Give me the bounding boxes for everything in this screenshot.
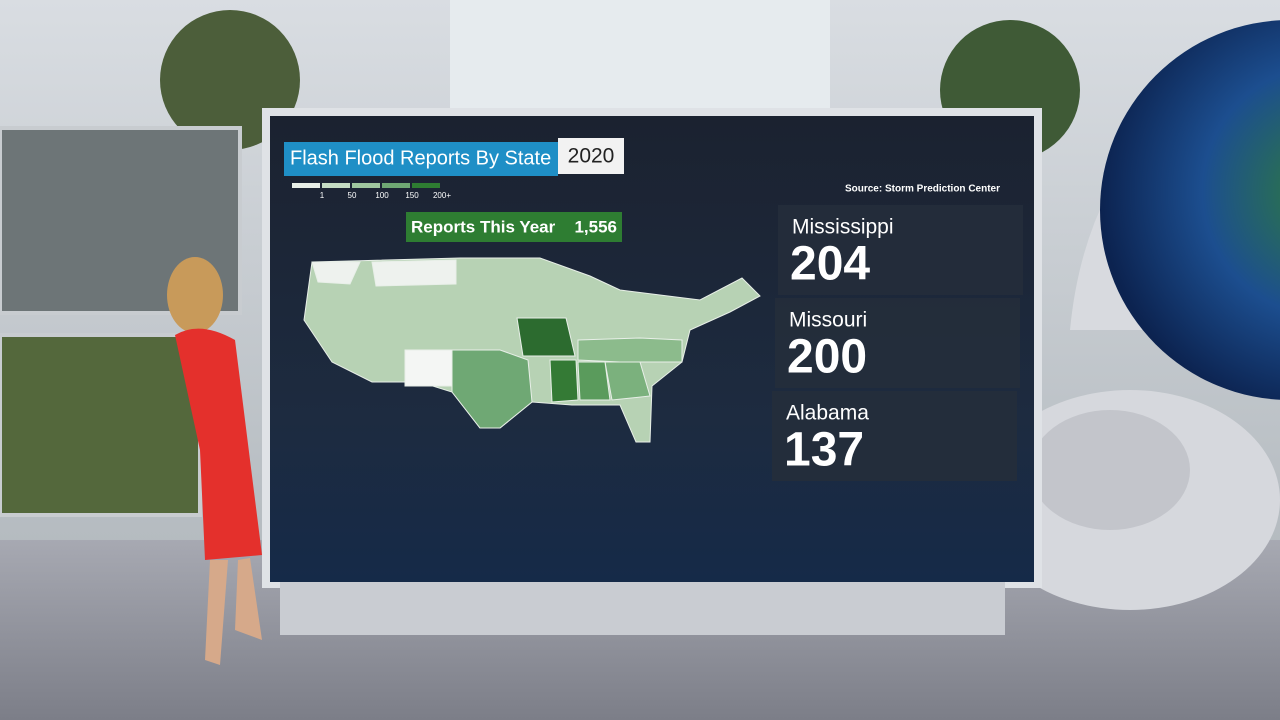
total-box: [406, 212, 622, 242]
state-alabama: [577, 361, 611, 401]
presenter: [167, 257, 262, 665]
legs: [205, 558, 262, 665]
year-box: [558, 138, 624, 174]
year: 2020: [568, 145, 615, 168]
legend-swatch: [352, 183, 380, 188]
building: [450, 0, 830, 110]
side-monitor: [0, 333, 202, 517]
legend-label: 100: [375, 191, 389, 200]
legend-label: 1: [320, 191, 325, 200]
state-tennessee: [577, 337, 683, 363]
floor-ring: [1030, 410, 1190, 530]
state-name: Mississippi: [792, 216, 894, 239]
dress: [175, 328, 262, 560]
legend-label: 150: [405, 191, 419, 200]
state-missouri: [516, 317, 576, 357]
state-georgia: [604, 361, 651, 401]
state-value: 137: [784, 424, 864, 477]
state-panel: [772, 391, 1017, 481]
globe: [1100, 20, 1280, 400]
state-mississippi: [549, 359, 579, 403]
state-value: 204: [790, 238, 870, 291]
legend-label: 50: [348, 191, 357, 200]
total-label: Reports This Year: [411, 217, 556, 236]
title: Flash Flood Reports By State: [290, 147, 551, 169]
state-new-mexico: [404, 349, 453, 387]
state-name: Missouri: [789, 309, 867, 332]
legend-swatch: [292, 183, 320, 188]
legend-swatch: [382, 183, 410, 188]
legend: 1 50 100 150 200+: [292, 183, 451, 200]
hair: [167, 257, 223, 333]
legend-swatch: [322, 183, 350, 188]
state-montana: [371, 259, 457, 287]
legend-swatch: [412, 183, 440, 188]
total-value: 1,556: [574, 217, 617, 236]
source: Source: Storm Prediction Center: [845, 184, 1000, 195]
state-name: Alabama: [786, 402, 869, 425]
us-map: [303, 257, 761, 443]
state-washington: [311, 261, 361, 285]
state-panel: [775, 298, 1020, 388]
title-box: [284, 142, 558, 176]
state-texas: [451, 349, 533, 429]
state-panel: [778, 205, 1023, 295]
legend-label: 200+: [433, 191, 451, 200]
state-value: 200: [787, 331, 867, 384]
